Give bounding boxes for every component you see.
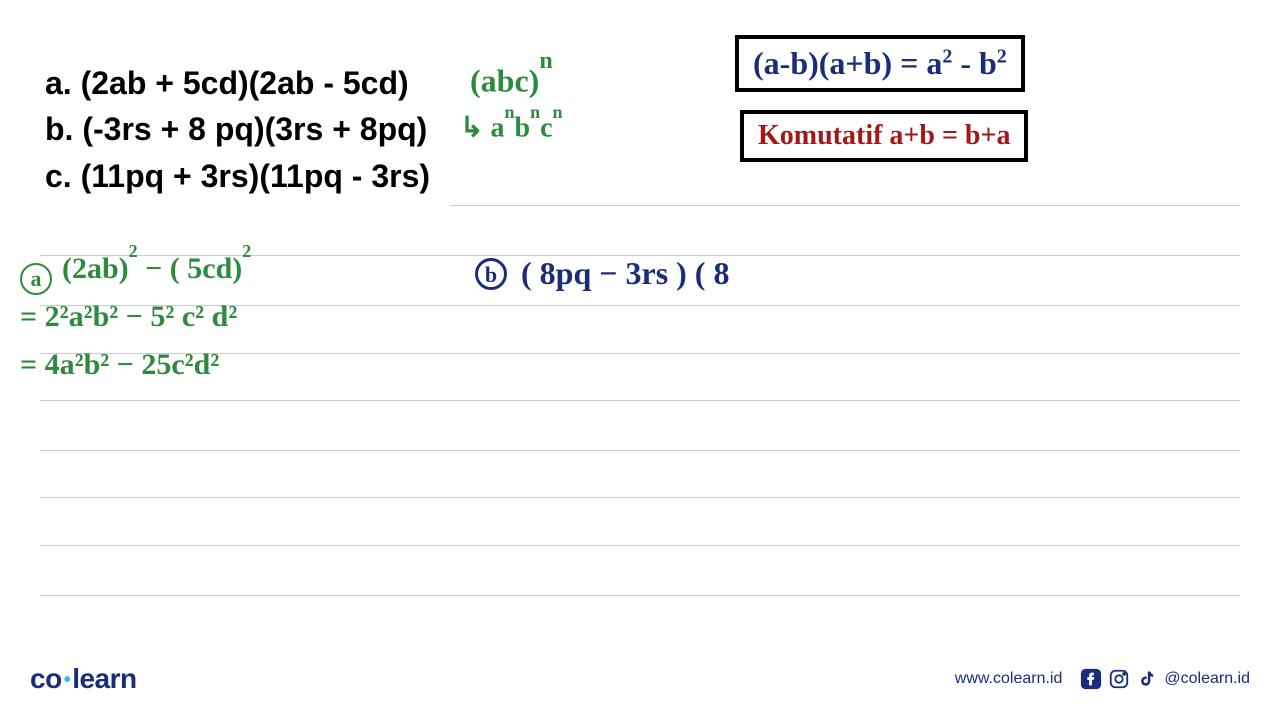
sa-l1-mid: − ( 5cd) bbox=[138, 252, 243, 285]
problem-c: c. (11pq + 3rs)(11pq - 3rs) bbox=[45, 153, 430, 199]
rule2-b: b bbox=[514, 112, 530, 143]
solution-a-line1: (2ab)2 − ( 5cd)2 bbox=[62, 245, 251, 293]
solution-b-text: ( 8pq − 3rs ) ( 8 bbox=[513, 255, 729, 291]
footer-right: www.colearn.id @colearn.id bbox=[955, 668, 1250, 690]
f1-eq: = bbox=[892, 45, 926, 81]
problem-list: a. (2ab + 5cd)(2ab - 5cd) b. (-3rs + 8 p… bbox=[45, 60, 430, 199]
ruled-line bbox=[450, 205, 1240, 206]
solution-b: b ( 8pq − 3rs ) ( 8 bbox=[475, 255, 729, 292]
solution-a-line2: = 2²a²b² − 5² c² d² bbox=[20, 293, 251, 341]
commutative-formula: Komutatif a+b = b+a bbox=[740, 110, 1028, 162]
facebook-icon bbox=[1080, 668, 1102, 690]
logo-dot: • bbox=[64, 669, 71, 691]
f1-a2: 2 bbox=[942, 45, 952, 67]
logo-learn: learn bbox=[72, 663, 136, 694]
solution-a: a (2ab)2 − ( 5cd)2 = 2²a²b² − 5² c² d² =… bbox=[20, 245, 251, 389]
ruled-line bbox=[40, 450, 1240, 451]
exponent-rule-2: ↳ anbncn bbox=[460, 110, 563, 144]
f1-b2: 2 bbox=[997, 45, 1007, 67]
logo-co: co bbox=[30, 663, 62, 694]
footer: co•learn www.colearn.id @colearn.id bbox=[30, 663, 1250, 695]
rule2-a: ↳ a bbox=[460, 112, 504, 143]
sa-l1-e1: 2 bbox=[129, 241, 138, 261]
solution-a-line3: = 4a²b² − 25c²d² bbox=[20, 341, 251, 389]
footer-handle: @colearn.id bbox=[1164, 670, 1250, 688]
ruled-line bbox=[40, 595, 1240, 596]
difference-of-squares-formula: (a-b)(a+b) = a2 - b2 bbox=[735, 35, 1025, 92]
rule2-c: c bbox=[540, 112, 552, 143]
ruled-line bbox=[40, 545, 1240, 546]
tiktok-icon bbox=[1136, 668, 1158, 690]
f2-text: Komutatif a+b = b+a bbox=[758, 120, 1010, 151]
rule2-an: n bbox=[504, 102, 514, 122]
f1-lhs: (a-b)(a+b) bbox=[753, 45, 892, 81]
ruled-line bbox=[40, 497, 1240, 498]
social-icons: @colearn.id bbox=[1080, 668, 1250, 690]
rule1-exp: n bbox=[539, 48, 552, 74]
sa-l1-open: (2ab) bbox=[62, 252, 129, 285]
ruled-line bbox=[40, 400, 1240, 401]
f1-a: a bbox=[926, 45, 942, 81]
sa-l1-e2: 2 bbox=[242, 241, 251, 261]
colearn-logo: co•learn bbox=[30, 663, 137, 695]
rule2-bn: n bbox=[530, 102, 540, 122]
problem-a: a. (2ab + 5cd)(2ab - 5cd) bbox=[45, 60, 430, 106]
circled-b: b bbox=[475, 258, 507, 290]
rule2-cn: n bbox=[553, 102, 563, 122]
exponent-rule-1: (abc)n bbox=[470, 60, 553, 100]
f1-b: b bbox=[979, 45, 997, 81]
problem-b: b. (-3rs + 8 pq)(3rs + 8pq) bbox=[45, 106, 430, 152]
instagram-icon bbox=[1108, 668, 1130, 690]
footer-url: www.colearn.id bbox=[955, 670, 1063, 688]
circled-a: a bbox=[20, 263, 52, 295]
f1-minus: - bbox=[952, 45, 979, 81]
rule1-base: (abc) bbox=[470, 63, 539, 99]
